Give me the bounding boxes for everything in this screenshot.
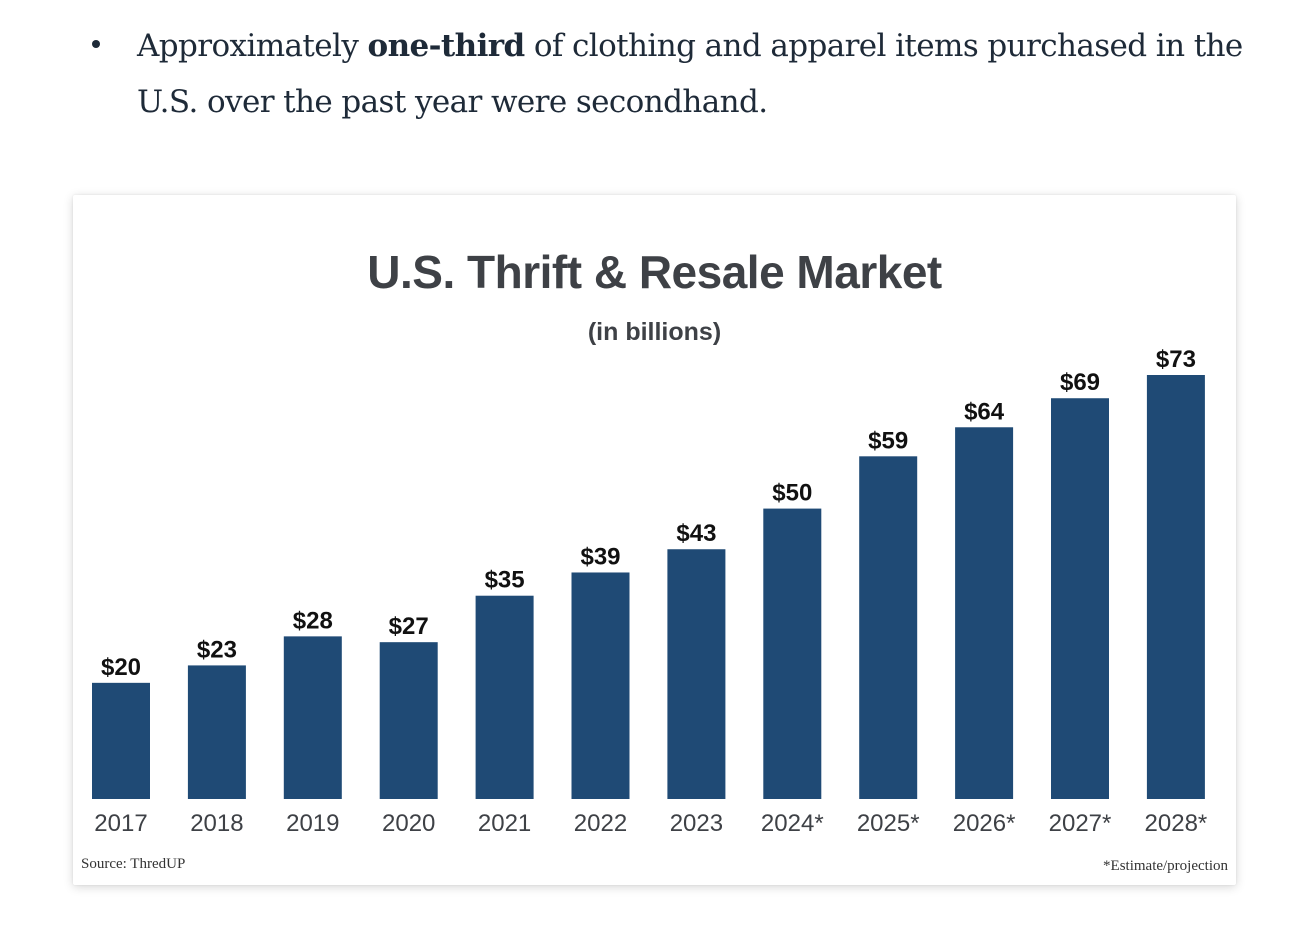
data-label-2027: $69 <box>1060 369 1100 396</box>
data-label-2025: $59 <box>868 427 908 454</box>
source-note: Source: ThredUP <box>81 856 186 872</box>
estimate-footnote: *Estimate/projection <box>1103 858 1228 874</box>
x-tick-label-2024: 2024* <box>761 810 824 837</box>
x-tick-label-2028: 2028* <box>1145 810 1208 837</box>
data-label-2017: $20 <box>101 654 141 681</box>
bullet-suffix: of clothing and apparel items purchased … <box>137 28 1243 120</box>
x-tick-label-2026: 2026* <box>953 810 1016 837</box>
data-label-2026: $64 <box>964 398 1005 425</box>
x-tick-label-2021: 2021 <box>478 810 531 837</box>
chart-title: U.S. Thrift & Resale Market <box>367 246 942 298</box>
bar-2020 <box>379 642 438 799</box>
chart-card: U.S. Thrift & Resale Market (in billions… <box>73 195 1236 885</box>
bar-2027 <box>1051 398 1109 799</box>
data-label-2020: $27 <box>389 613 429 640</box>
data-label-2019: $28 <box>293 607 333 634</box>
x-tick-label-2025: 2025* <box>857 810 920 837</box>
x-tick-label-2022: 2022 <box>574 810 627 837</box>
data-label-2022: $39 <box>580 543 620 570</box>
bar-2023 <box>667 549 726 799</box>
bar-2019 <box>283 636 342 799</box>
bar-2022 <box>571 572 630 799</box>
data-label-2023: $43 <box>676 520 716 547</box>
bar-2024 <box>763 508 822 799</box>
data-label-2028: $73 <box>1156 346 1196 373</box>
bar-2021 <box>475 595 534 799</box>
bar-2017 <box>92 682 150 799</box>
bar-2018 <box>187 665 246 799</box>
bullet-prefix: Approximately <box>137 28 368 64</box>
bullet-marker <box>92 40 100 48</box>
bullet-emphasis: one-third <box>367 28 526 64</box>
bar-2028 <box>1146 375 1205 799</box>
chart-subtitle: (in billions) <box>587 318 722 346</box>
x-tick-label-2018: 2018 <box>190 810 243 837</box>
data-label-2024: $50 <box>772 480 812 507</box>
bullet-text: Approximately one-third of clothing and … <box>137 18 1257 130</box>
data-label-2021: $35 <box>485 567 525 594</box>
x-tick-label-2017: 2017 <box>94 810 147 837</box>
x-tick-label-2027: 2027* <box>1049 810 1112 837</box>
data-label-2018: $23 <box>197 636 237 663</box>
x-tick-label-2020: 2020 <box>382 810 435 837</box>
x-tick-label-2019: 2019 <box>286 810 339 837</box>
bar-2025 <box>859 456 918 799</box>
x-tick-label-2023: 2023 <box>670 810 723 837</box>
bar-2026 <box>955 427 1014 799</box>
bar-chart: $20 2017 $23 2018 $28 2019 $27 2020 $35 2021 $39 20… <box>92 346 1208 837</box>
